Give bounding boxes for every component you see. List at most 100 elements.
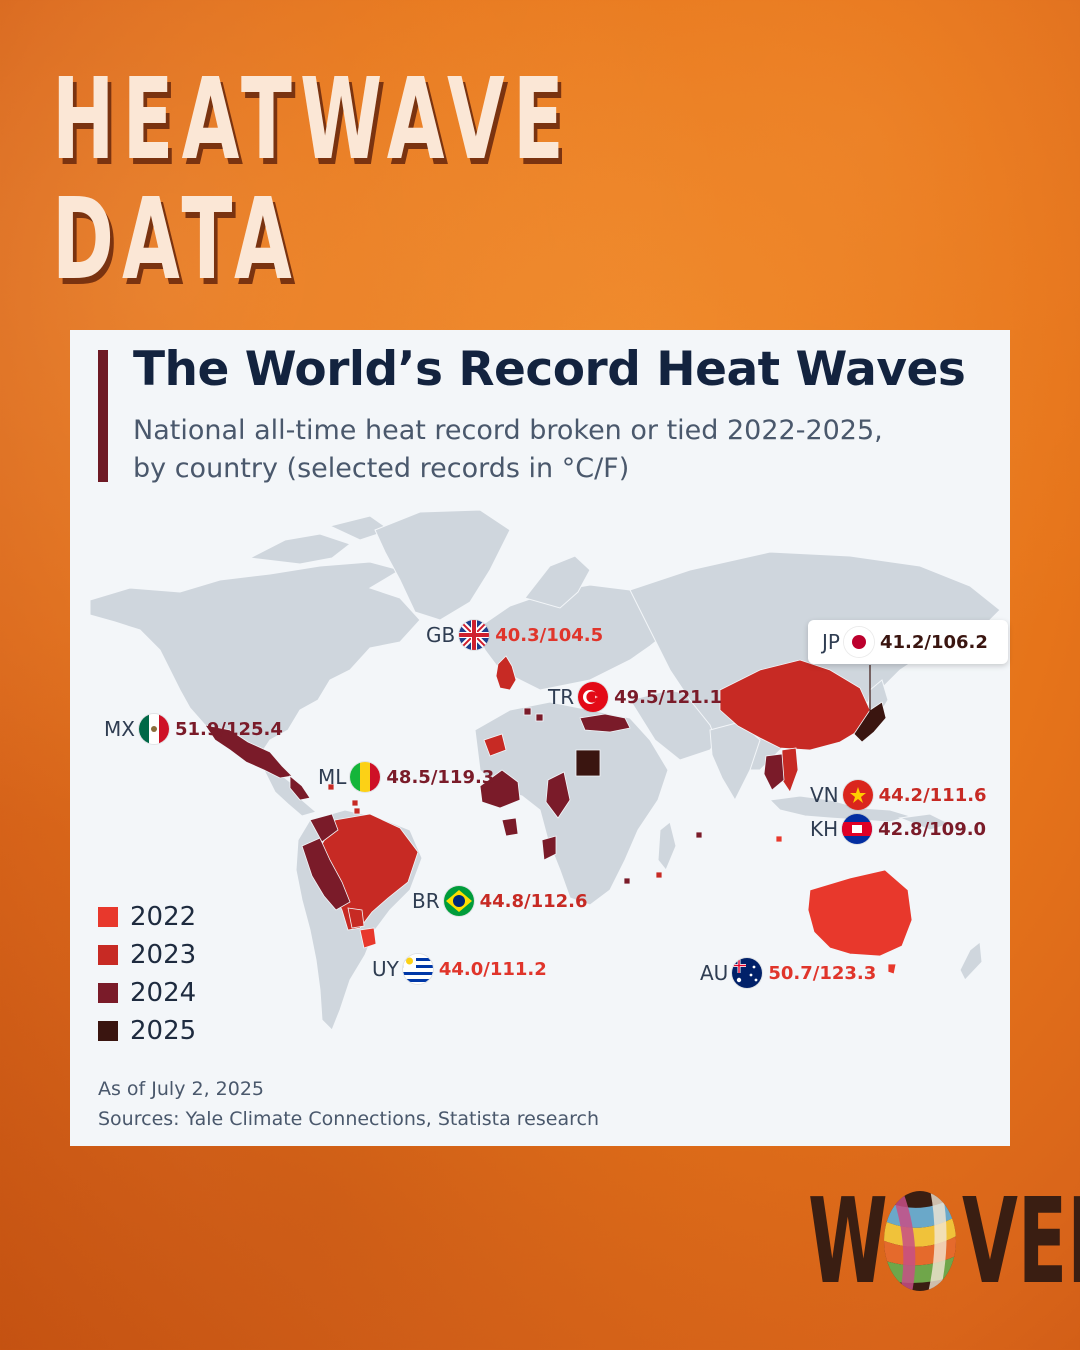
footnote-sources: Sources: Yale Climate Connections, Stati… xyxy=(98,1108,599,1130)
mx-code: MX xyxy=(104,717,135,741)
country-chad xyxy=(545,771,571,819)
uy-code: UY xyxy=(372,957,399,981)
land-madagascar xyxy=(657,821,677,871)
island-dot-4 xyxy=(351,799,359,807)
country-morocco xyxy=(483,733,507,757)
legend-label: 2023 xyxy=(130,940,197,970)
mexico-flag-icon xyxy=(138,714,169,744)
country-kh xyxy=(763,753,785,791)
brazil-flag-icon xyxy=(443,886,474,916)
land-new-zealand xyxy=(959,941,983,981)
country-colombia xyxy=(309,813,339,843)
land-arctic-islands xyxy=(248,515,392,565)
gb-value: 40.3/104.5 xyxy=(495,624,604,646)
cambodia-flag-icon xyxy=(842,814,873,844)
legend: 2022 2023 2024 2025 xyxy=(98,898,196,1050)
legend-item-2024: 2024 xyxy=(98,974,196,1012)
legend-label: 2022 xyxy=(130,902,197,932)
ml-code: ML xyxy=(318,765,347,789)
callout-vn: VN 44.2/111.6 xyxy=(810,780,987,810)
logo-woven-o-icon xyxy=(884,1191,956,1291)
country-gb xyxy=(495,655,517,691)
headline: HEATWAVE DATA xyxy=(52,60,572,300)
vietnam-flag-icon xyxy=(842,780,873,810)
legend-swatch xyxy=(98,907,118,927)
headline-line-1: HEATWAVE xyxy=(52,55,572,185)
vn-value: 44.2/111.6 xyxy=(878,784,987,806)
legend-swatch xyxy=(98,1021,118,1041)
callout-au: AU 50.7/123.3 xyxy=(700,958,876,988)
country-egypt xyxy=(575,749,601,777)
callout-br: BR 44.8/112.6 xyxy=(412,886,588,916)
island-dot-6 xyxy=(695,831,703,839)
footnote: As of July 2, 2025 Sources: Yale Climate… xyxy=(98,1074,599,1134)
logo-letters-ven: VEN xyxy=(962,1172,1080,1310)
legend-label: 2024 xyxy=(130,978,197,1008)
infographic-card: The World’s Record Heat Waves National a… xyxy=(70,330,1010,1146)
country-tr xyxy=(579,713,631,733)
australia-flag-icon xyxy=(732,958,763,988)
title-accent-bar xyxy=(98,350,108,482)
callout-tr: TR 49.5/121.1 xyxy=(548,682,722,712)
footnote-date: As of July 2, 2025 xyxy=(98,1078,265,1100)
turkey-flag-icon xyxy=(578,682,609,712)
land-new-guinea xyxy=(898,813,952,831)
card-title: The World’s Record Heat Waves xyxy=(133,342,966,397)
jp-value: 41.2/106.2 xyxy=(879,631,988,653)
uruguay-flag-icon xyxy=(402,954,433,984)
japan-flag-icon xyxy=(843,627,874,657)
callout-jp: JP 41.2/106.2 xyxy=(822,627,988,657)
kh-value: 42.8/109.0 xyxy=(878,818,987,840)
callout-uy: UY 44.0/111.2 xyxy=(372,954,547,984)
country-tasmania xyxy=(887,963,897,975)
ml-value: 48.5/119.3 xyxy=(386,766,495,788)
country-china xyxy=(719,659,871,751)
legend-item-2022: 2022 xyxy=(98,898,196,936)
jp-callout-box xyxy=(808,620,1008,664)
card-subtitle: National all-time heat record broken or … xyxy=(133,412,973,488)
tr-value: 49.5/121.1 xyxy=(614,686,723,708)
vn-code: VN xyxy=(810,783,839,807)
country-jp xyxy=(853,701,887,743)
br-code: BR xyxy=(412,889,440,913)
legend-label: 2025 xyxy=(130,1016,197,1046)
mali-flag-icon xyxy=(350,762,381,792)
country-peru-bolivia xyxy=(301,837,351,911)
land-scandinavia xyxy=(524,555,591,609)
gb-code: GB xyxy=(426,623,456,647)
legend-item-2023: 2023 xyxy=(98,936,196,974)
country-vn xyxy=(781,747,799,793)
legend-swatch xyxy=(98,983,118,1003)
land-greenland xyxy=(374,509,511,621)
country-paraguay xyxy=(347,907,365,929)
country-central-africa xyxy=(501,817,519,837)
woven-logo: W VEN xyxy=(808,1172,1080,1310)
legend-item-2025: 2025 xyxy=(98,1012,196,1050)
au-code: AU xyxy=(700,961,729,985)
island-dot-9 xyxy=(775,835,783,843)
island-dot-8 xyxy=(655,871,663,879)
mx-value: 51.9/125.4 xyxy=(174,718,283,740)
country-ml xyxy=(479,769,521,809)
island-dot-5 xyxy=(353,807,361,815)
land-europe xyxy=(474,584,691,691)
callout-ml: ML 48.5/119.3 xyxy=(318,762,494,792)
land-indonesia xyxy=(768,795,912,823)
country-central-america xyxy=(289,775,311,801)
logo-letter-w: W xyxy=(808,1172,888,1310)
headline-line-2: DATA xyxy=(52,175,300,305)
country-south-africa-region xyxy=(541,835,557,861)
callout-mx: MX 51.9/125.4 xyxy=(104,714,283,744)
tr-code: TR xyxy=(548,685,575,709)
country-mx xyxy=(204,724,293,779)
callout-kh: KH 42.8/109.0 xyxy=(810,814,986,844)
subtitle-line-2: by country (selected records in °C/F) xyxy=(133,453,630,484)
island-dot-3 xyxy=(327,783,335,791)
callout-gb: GB 40.3/104.5 xyxy=(426,620,603,650)
island-dot-2 xyxy=(535,713,544,722)
country-au xyxy=(807,869,913,957)
world-map xyxy=(89,509,1001,1031)
uk-flag-icon xyxy=(459,620,490,650)
jp-code: JP xyxy=(822,630,840,654)
subtitle-line-1: National all-time heat record broken or … xyxy=(133,415,883,446)
